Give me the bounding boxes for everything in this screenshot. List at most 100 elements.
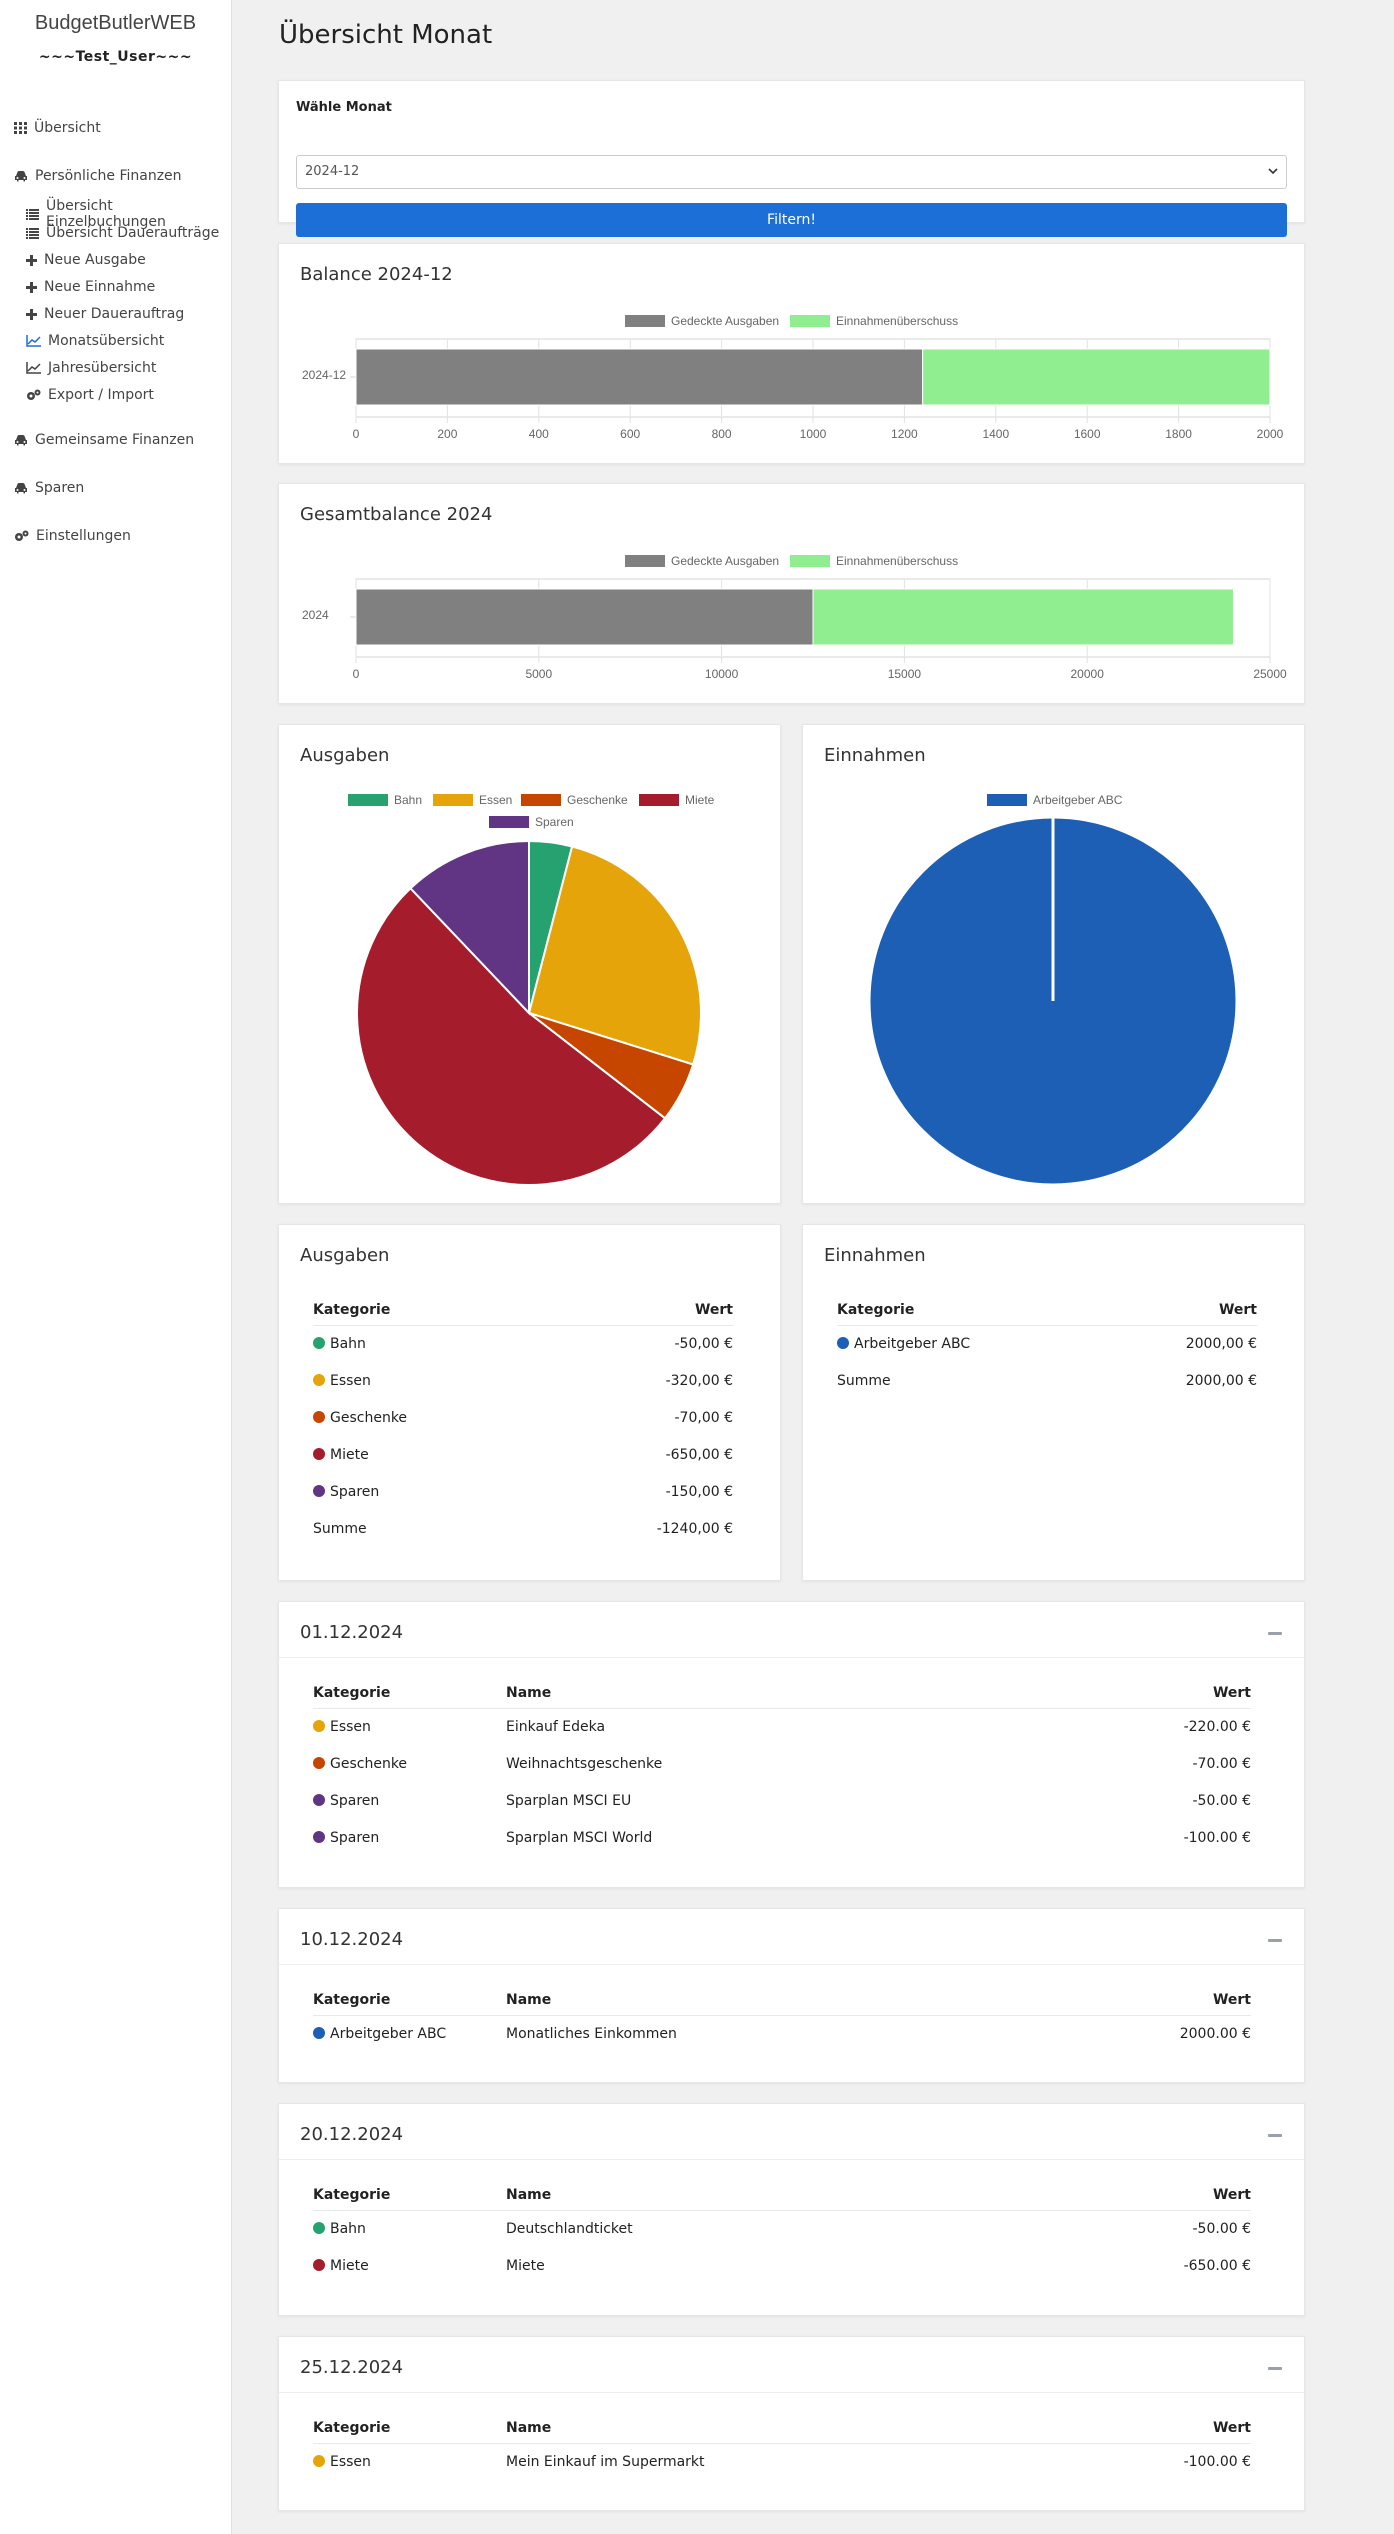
list-icon bbox=[26, 227, 39, 239]
name-cell: Sparplan MSCI World bbox=[506, 1829, 653, 1846]
legend-item[interactable]: Gedeckte Ausgaben bbox=[625, 314, 779, 328]
day-table: Kategorie Name Wert Arbeitgeber ABC Mona… bbox=[313, 1991, 1251, 2052]
x-tick-label: 800 bbox=[711, 427, 732, 441]
legend-item[interactable]: Miete bbox=[639, 793, 714, 807]
category-cell: Bahn bbox=[313, 2210, 506, 2247]
category-dot bbox=[313, 2026, 325, 2039]
column-header: Kategorie bbox=[313, 1301, 545, 1326]
nav-sub-item[interactable]: Jahresübersicht bbox=[26, 360, 156, 376]
legend-item[interactable]: Gedeckte Ausgaben bbox=[625, 554, 779, 568]
nav-shared-finances[interactable]: Gemeinsame Finanzen bbox=[14, 432, 194, 448]
legend-item[interactable]: Arbeitgeber ABC bbox=[987, 793, 1122, 807]
category-label: Bahn bbox=[330, 2220, 366, 2237]
x-tick-label: 25000 bbox=[1253, 667, 1287, 681]
x-tick-label: 0 bbox=[352, 667, 360, 681]
sidebar: BudgetButlerWEB ~~~Test_User~~~ Übersich… bbox=[0, 0, 232, 2534]
nav-settings[interactable]: Einstellungen bbox=[14, 528, 131, 544]
income-table-card: Einnahmen Kategorie Wert Arbeitgeber ABC… bbox=[802, 1224, 1305, 1581]
balance-title: Balance 2024-12 bbox=[300, 264, 453, 285]
nav-sub-label: Export / Import bbox=[48, 387, 154, 403]
value-cell: -50,00 € bbox=[674, 1335, 734, 1352]
gears-icon bbox=[27, 389, 41, 400]
column-header: Name bbox=[506, 1991, 1032, 2016]
nav-sub-label: Neue Ausgabe bbox=[44, 252, 146, 268]
day-date: 25.12.2024 bbox=[300, 2357, 404, 2378]
nav-sub-item-active[interactable]: Monatsübersicht bbox=[26, 333, 164, 349]
legend-swatch bbox=[489, 816, 529, 828]
category-cell: Essen bbox=[313, 1708, 506, 1745]
day-card: 20.12.2024 Kategorie Name Wert Bahn Deut… bbox=[278, 2103, 1305, 2316]
x-tick-label: 2000 bbox=[1256, 427, 1284, 441]
nav-sub-label: Monatsübersicht bbox=[48, 333, 165, 349]
legend-item[interactable]: Geschenke bbox=[521, 793, 628, 807]
nav-overview[interactable]: Übersicht bbox=[14, 120, 101, 136]
x-tick-label: 15000 bbox=[887, 667, 922, 681]
legend-label: Essen bbox=[479, 793, 513, 807]
table-row: Miete Miete -650.00 € bbox=[313, 2247, 1251, 2284]
category-cell: Arbeitgeber ABC bbox=[313, 2015, 506, 2052]
nav-personal-finances[interactable]: Persönliche Finanzen bbox=[14, 168, 182, 184]
legend-label: Geschenke bbox=[567, 793, 628, 807]
legend-item[interactable]: Essen bbox=[433, 793, 512, 807]
category-label: Sparen bbox=[330, 1483, 380, 1500]
nav-savings[interactable]: Sparen bbox=[14, 480, 84, 496]
filter-button[interactable]: Filtern! bbox=[296, 203, 1287, 237]
column-header: Wert bbox=[1110, 1301, 1257, 1326]
bar-segment bbox=[922, 348, 1271, 406]
nav-sub-item[interactable]: Neuer Dauerauftrag bbox=[26, 306, 184, 322]
bar-segment bbox=[355, 348, 924, 406]
category-label: Arbeitgeber ABC bbox=[330, 2025, 447, 2042]
category-dot bbox=[313, 1793, 325, 1806]
table-row: Geschenke -70,00 € bbox=[313, 1399, 733, 1436]
nav-sub-item[interactable]: Übersicht Einzelbuchungen bbox=[26, 198, 231, 230]
legend-swatch bbox=[625, 555, 665, 567]
collapse-icon[interactable] bbox=[1268, 1939, 1282, 1942]
app-brand[interactable]: BudgetButlerWEB bbox=[34, 12, 197, 34]
legend-label: Sparen bbox=[535, 815, 574, 829]
legend-label: Gedeckte Ausgaben bbox=[671, 314, 780, 328]
balance-card: Balance 2024-12 Gedeckte Ausgaben Einnah… bbox=[278, 243, 1305, 464]
collapse-icon[interactable] bbox=[1268, 1632, 1282, 1635]
collapse-icon[interactable] bbox=[1268, 2367, 1282, 2370]
nav-sub-item[interactable]: Export / Import bbox=[26, 387, 154, 403]
legend-item[interactable]: Sparen bbox=[489, 815, 574, 829]
category-dot bbox=[313, 1447, 325, 1460]
legend-item[interactable]: Einnahmenüberschuss bbox=[790, 314, 958, 328]
line-chart-icon bbox=[26, 335, 41, 347]
filter-card: Wähle Monat 2024-12 Filtern! bbox=[278, 80, 1305, 237]
nav-sub-item[interactable]: Neue Einnahme bbox=[26, 279, 155, 295]
legend-item[interactable]: Bahn bbox=[348, 793, 422, 807]
legend-item[interactable]: Einnahmenüberschuss bbox=[790, 554, 958, 568]
total-balance-title: Gesamtbalance 2024 bbox=[300, 504, 493, 525]
day-date: 01.12.2024 bbox=[300, 1622, 404, 1643]
category-cell: Bahn bbox=[313, 1325, 545, 1362]
legend-swatch bbox=[625, 315, 665, 327]
value-cell: -50.00 € bbox=[1192, 1792, 1252, 1809]
x-tick-label: 1400 bbox=[982, 427, 1010, 441]
legend-label: Gedeckte Ausgaben bbox=[671, 554, 780, 568]
value-cell: -320,00 € bbox=[665, 1372, 733, 1389]
legend-label: Miete bbox=[685, 793, 715, 807]
nav-shared-label: Gemeinsame Finanzen bbox=[35, 432, 195, 448]
collapse-icon[interactable] bbox=[1268, 2134, 1282, 2137]
category-cell: Sparen bbox=[313, 1782, 506, 1819]
column-header: Name bbox=[506, 2419, 1063, 2444]
month-select[interactable]: 2024-12 bbox=[296, 155, 1287, 189]
nav-sub-item[interactable]: Neue Ausgabe bbox=[26, 252, 146, 268]
nav-sub-label: Übersicht Daueraufträge bbox=[46, 225, 220, 241]
value-cell: -70.00 € bbox=[1192, 1755, 1252, 1772]
category-dot bbox=[837, 1336, 849, 1349]
pie-slice bbox=[356, 886, 667, 1186]
category-cell: Miete bbox=[313, 2247, 506, 2284]
column-header: Wert bbox=[1062, 2419, 1251, 2444]
month-select-label: Wähle Monat bbox=[296, 100, 392, 115]
table-row: Sparen Sparplan MSCI EU -50.00 € bbox=[313, 1782, 1251, 1819]
column-header: Name bbox=[506, 2186, 993, 2211]
name-cell: Miete bbox=[506, 2257, 545, 2274]
category-cell: Miete bbox=[313, 1436, 545, 1473]
sum-label: Summe bbox=[837, 1372, 891, 1389]
nav-sub-item[interactable]: Übersicht Daueraufträge bbox=[26, 225, 219, 241]
table-row: Geschenke Weihnachtsgeschenke -70.00 € bbox=[313, 1745, 1251, 1782]
car-icon bbox=[15, 171, 27, 182]
value-cell: -100.00 € bbox=[1183, 1829, 1251, 1846]
